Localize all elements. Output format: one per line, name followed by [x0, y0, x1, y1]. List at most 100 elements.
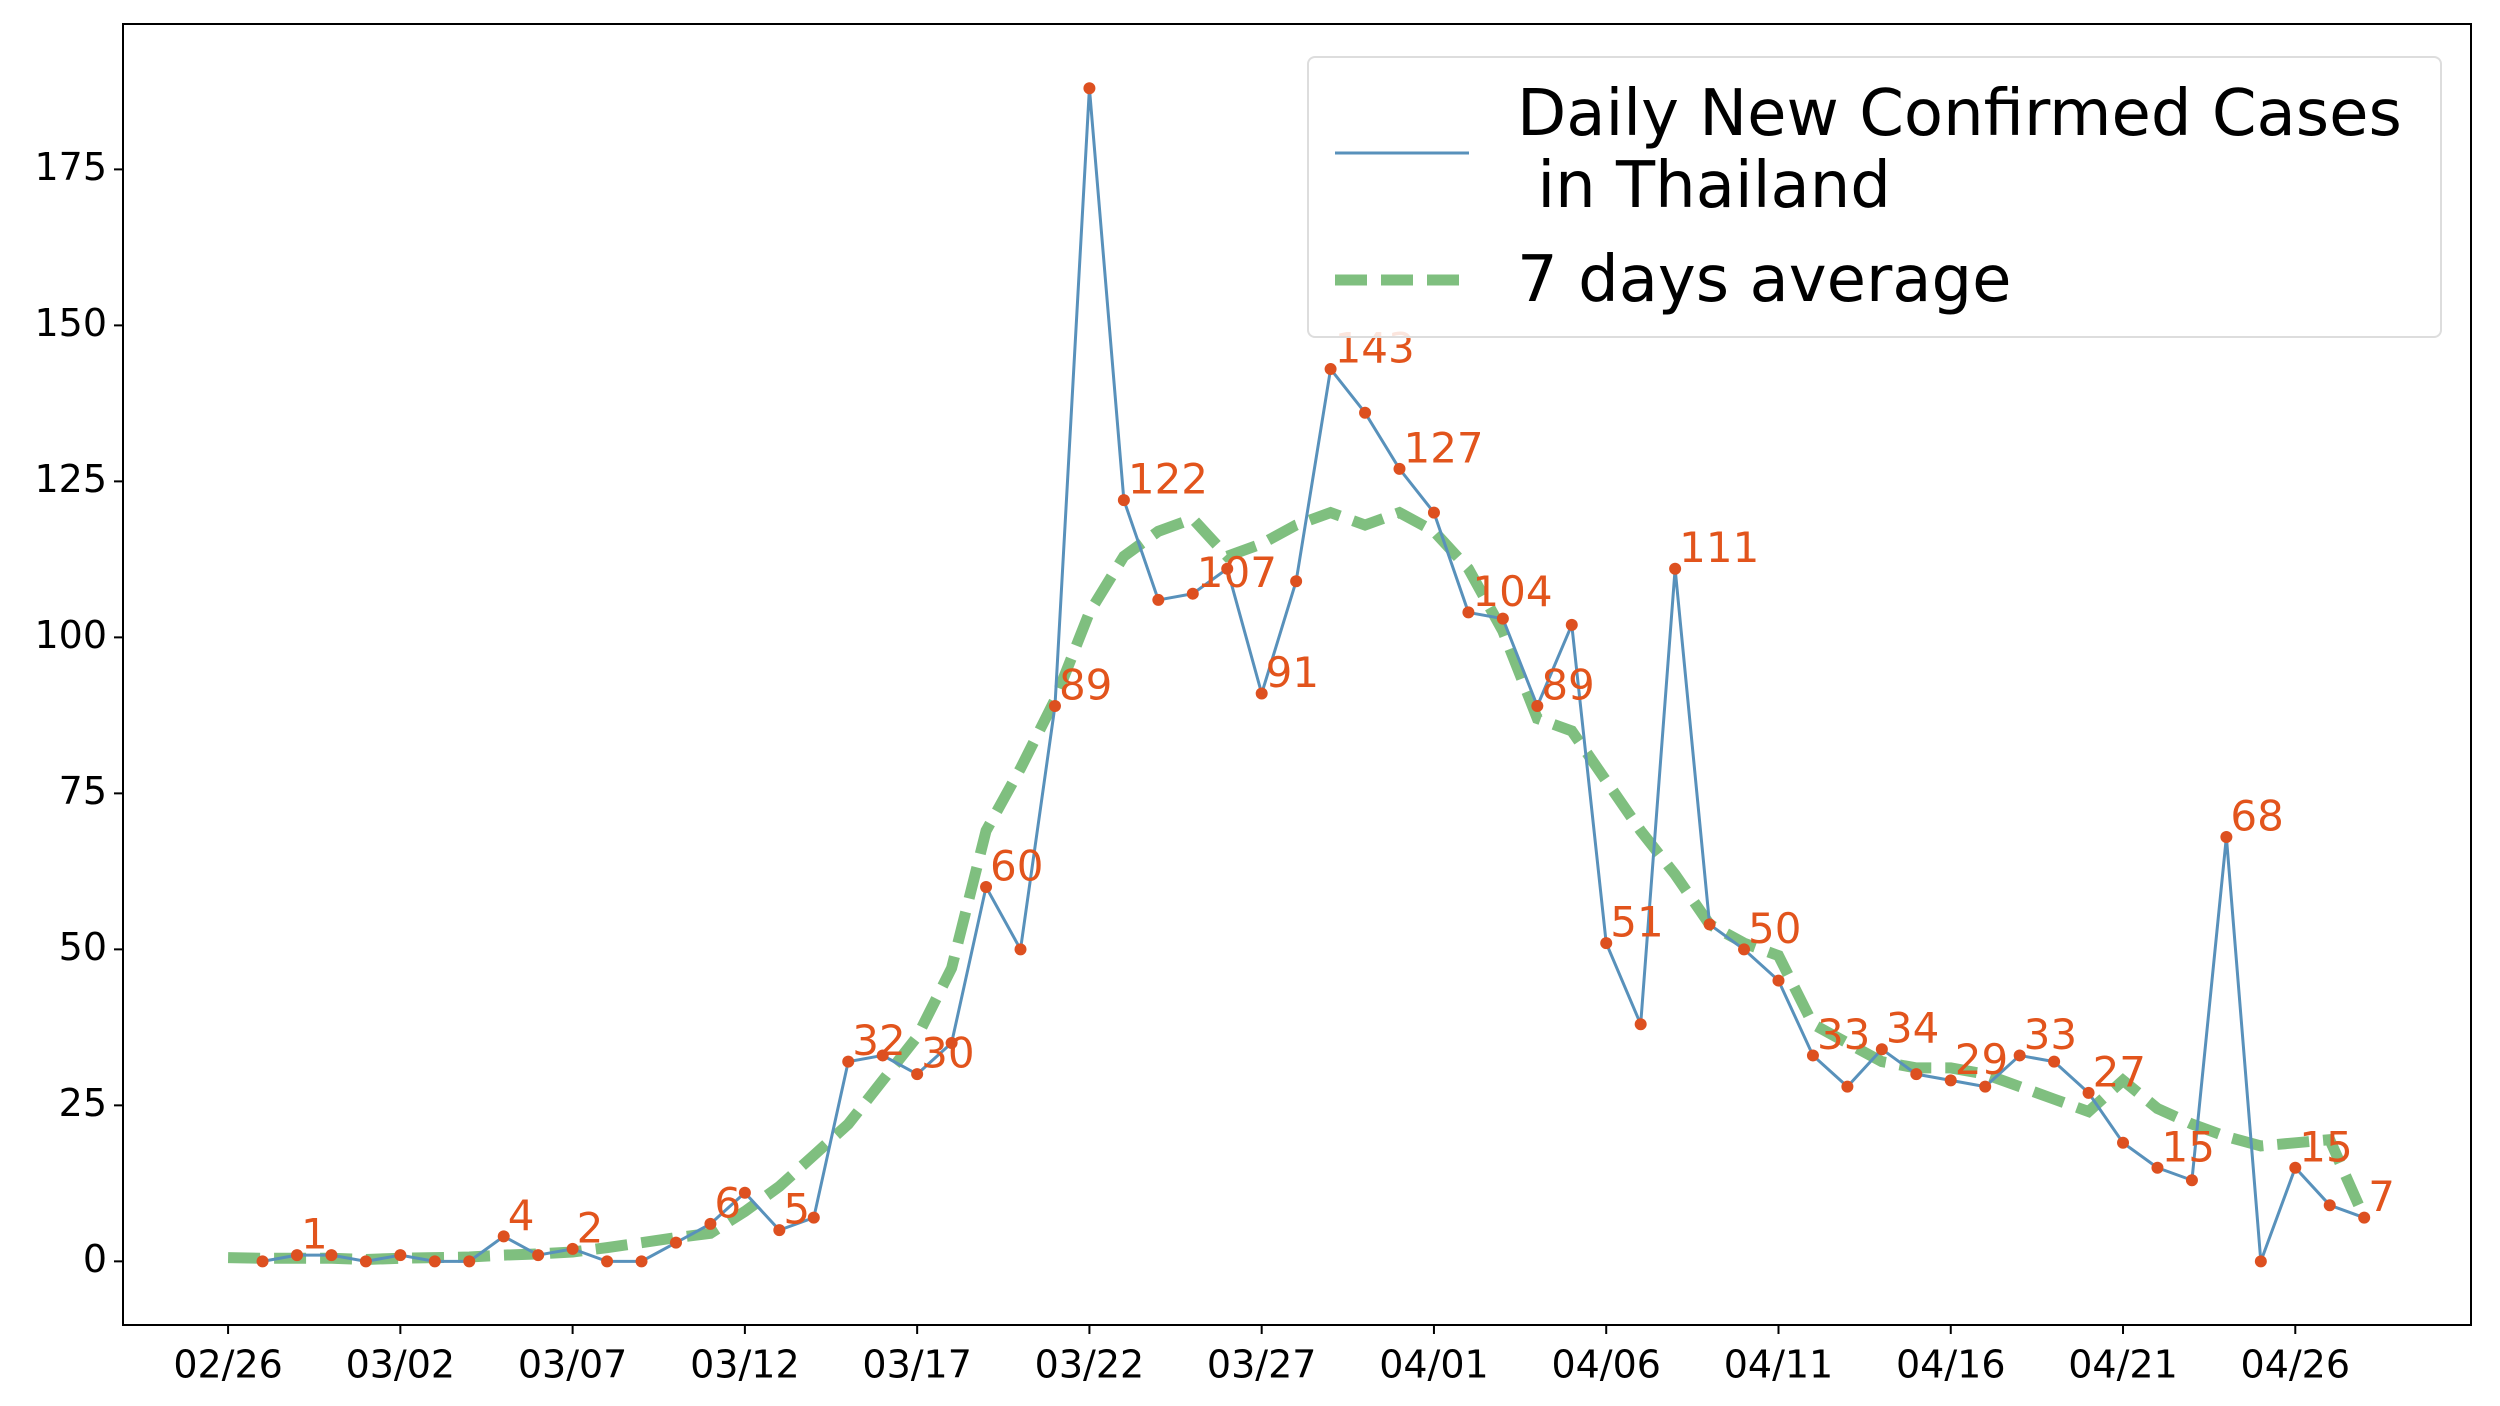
data-label: 33 — [2024, 1010, 2077, 1059]
data-label: 89 — [1541, 661, 1594, 710]
data-label: 51 — [1610, 898, 1663, 947]
data-label: 104 — [1472, 567, 1552, 616]
x-tick-label: 04/06 — [1551, 1343, 1661, 1387]
point — [497, 1230, 510, 1243]
point — [1117, 494, 1130, 507]
point — [1255, 687, 1268, 700]
point — [2151, 1161, 2164, 1174]
data-label: 107 — [1197, 548, 1277, 597]
point — [704, 1217, 717, 1230]
point — [1669, 562, 1682, 575]
x-tick-label: 03/22 — [1035, 1343, 1145, 1387]
y-tick-label: 150 — [34, 301, 107, 345]
data-label: 111 — [1679, 523, 1759, 572]
data-label: 34 — [1886, 1004, 1939, 1053]
data-label: 30 — [921, 1029, 974, 1078]
data-label: 15 — [2161, 1122, 2214, 1171]
x-tick-label: 04/01 — [1379, 1343, 1489, 1387]
point — [1772, 974, 1785, 987]
data-label: 4 — [508, 1191, 535, 1240]
data-label: 2 — [577, 1203, 604, 1252]
data-label: 50 — [1748, 904, 1801, 953]
legend-label: 7 days average — [1517, 243, 2012, 317]
plot-frame — [122, 23, 2472, 1326]
x-tick-label: 02/26 — [173, 1343, 283, 1387]
data-label: 127 — [1403, 423, 1483, 472]
data-label: 91 — [1266, 648, 1319, 697]
data-label: 29 — [1955, 1035, 2008, 1084]
point — [2220, 831, 2233, 844]
data-label: 68 — [2230, 792, 2283, 841]
point — [290, 1249, 303, 1262]
y-tick-label: 75 — [59, 769, 107, 813]
point — [2117, 1136, 2130, 1149]
x-tick-label: 04/11 — [1724, 1343, 1834, 1387]
point — [1393, 462, 1406, 475]
y-tick-label: 175 — [34, 145, 107, 189]
x-tick-label: 04/26 — [2241, 1343, 2351, 1387]
point — [2323, 1199, 2336, 1212]
point — [2082, 1086, 2095, 1099]
point — [1600, 937, 1613, 950]
point — [1427, 506, 1440, 519]
legend-swatches — [1335, 151, 1469, 286]
series-line — [227, 506, 2370, 1265]
point — [911, 1068, 924, 1081]
point — [1634, 1018, 1647, 1031]
x-tick-label: 04/21 — [2068, 1343, 2178, 1387]
point — [1290, 575, 1303, 588]
point — [1359, 406, 1372, 419]
point — [1703, 918, 1716, 931]
data-label: 1 — [301, 1210, 328, 1259]
data-label: 33 — [1817, 1010, 1870, 1059]
point — [1083, 82, 1096, 95]
y-tick-label: 100 — [34, 613, 107, 657]
point — [1910, 1068, 1923, 1081]
point — [428, 1255, 441, 1268]
data-label: 60 — [990, 841, 1043, 890]
point — [566, 1242, 579, 1255]
point — [2254, 1255, 2267, 1268]
point — [807, 1211, 820, 1224]
point — [876, 1049, 889, 1062]
point — [1221, 562, 1234, 575]
legend-label: Daily New Confirmed Cases in Thailand — [1517, 77, 2402, 223]
point — [842, 1055, 855, 1068]
point — [256, 1255, 269, 1268]
point — [1979, 1080, 1992, 1093]
data-label: 27 — [2093, 1047, 2146, 1096]
point — [1496, 612, 1509, 625]
legend: Daily New Confirmed Cases in Thailand 7 … — [1307, 56, 2442, 338]
point — [394, 1249, 407, 1262]
point — [1462, 606, 1475, 619]
point — [1048, 700, 1061, 713]
x-tick-label: 03/27 — [1207, 1343, 1317, 1387]
point — [1841, 1080, 1854, 1093]
point — [1324, 363, 1337, 376]
data-label: 89 — [1059, 661, 1112, 710]
point — [463, 1255, 476, 1268]
data-label: 15 — [2299, 1122, 2352, 1171]
point — [601, 1255, 614, 1268]
data-label: 5 — [783, 1185, 810, 1234]
x-tick-label: 04/16 — [1896, 1343, 2006, 1387]
point — [1875, 1043, 1888, 1056]
point — [2048, 1055, 2061, 1068]
point — [2289, 1161, 2302, 1174]
point — [1565, 618, 1578, 631]
point — [1531, 700, 1544, 713]
x-tick-label: 03/12 — [690, 1343, 800, 1387]
point — [980, 880, 993, 893]
x-tick-label: 03/02 — [346, 1343, 456, 1387]
y-tick-label: 25 — [59, 1081, 107, 1125]
point — [1806, 1049, 1819, 1062]
point — [2013, 1049, 2026, 1062]
x-tick-label: 03/07 — [518, 1343, 628, 1387]
data-label: 122 — [1128, 455, 1208, 504]
point — [635, 1255, 648, 1268]
data-label: 7 — [2368, 1172, 2395, 1221]
y-tick-label: 125 — [34, 457, 107, 501]
y-tick-label: 50 — [59, 925, 107, 969]
